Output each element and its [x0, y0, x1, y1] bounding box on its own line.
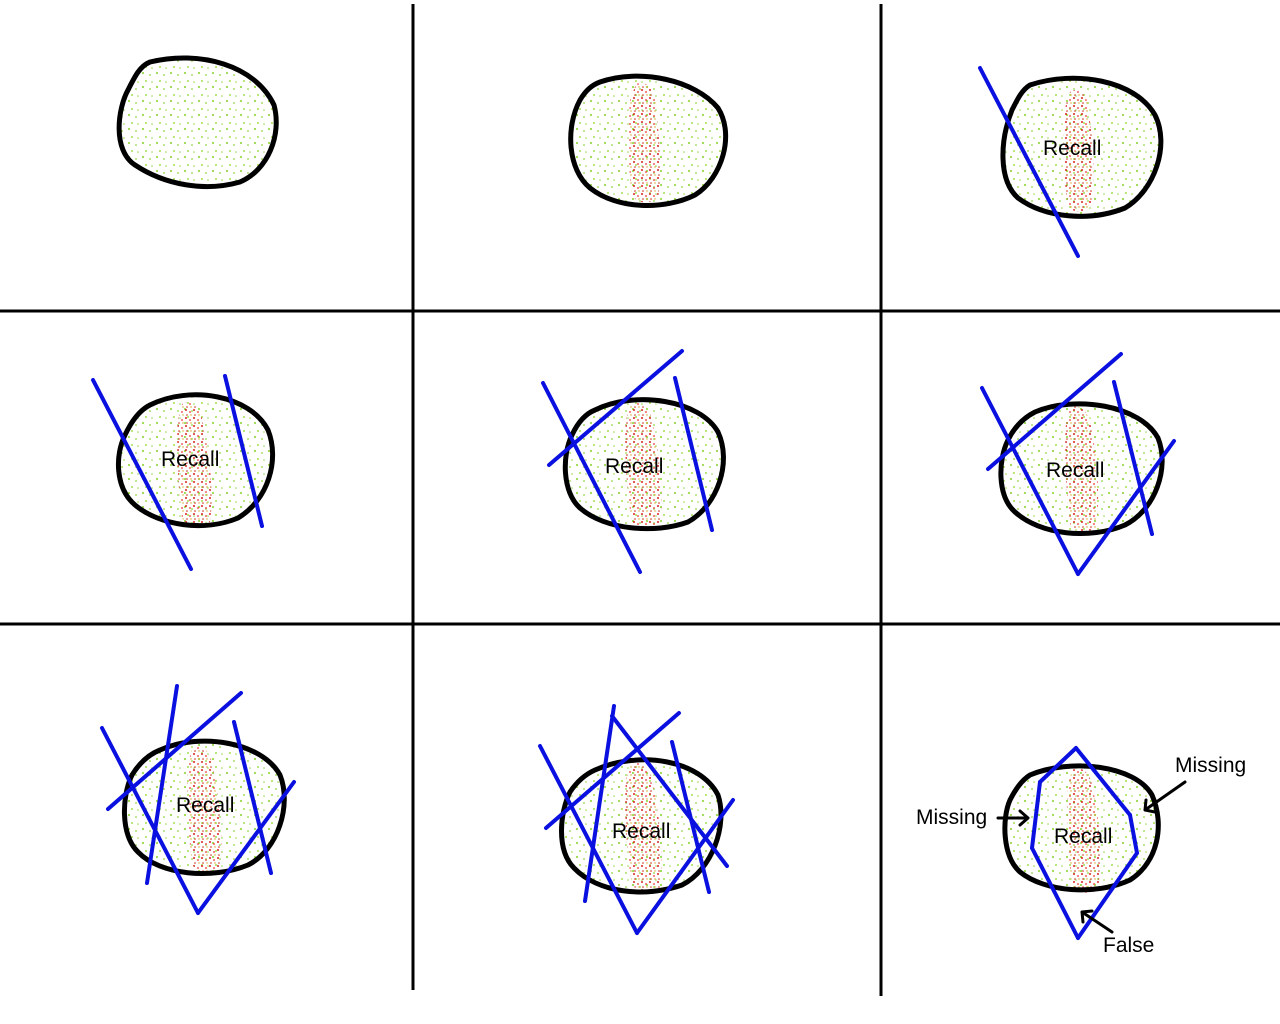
target-cells-fill	[177, 402, 212, 526]
cut-line	[1112, 380, 1154, 536]
target-cells-fill	[1067, 768, 1101, 894]
panel-1	[116, 55, 279, 189]
cell-region-outline	[116, 55, 279, 189]
panel-8: Recall	[538, 704, 735, 935]
cell-region-outline	[1000, 75, 1164, 219]
cut-line	[980, 386, 1080, 576]
cut-line	[223, 374, 264, 528]
cut-line	[100, 726, 200, 915]
cut-line	[232, 720, 273, 875]
cut-line	[986, 352, 1123, 471]
target-cells-fill	[625, 402, 662, 530]
cut-line	[635, 798, 735, 935]
cell-region-outline	[122, 738, 287, 876]
panel-9: Recall Missing Missing False	[916, 746, 1246, 957]
cut-line	[1074, 746, 1132, 817]
cut-line	[106, 691, 243, 811]
missing-right-arrow	[1143, 780, 1187, 814]
cut-line	[610, 714, 729, 868]
panel-7: Recall	[100, 684, 296, 915]
cut-line	[1128, 813, 1139, 855]
cell-region-outline	[115, 392, 276, 529]
cut-line	[544, 711, 681, 830]
target-cells-fill	[1065, 406, 1099, 532]
cut-line	[673, 376, 714, 532]
missing-right-label: Missing	[1175, 754, 1246, 777]
cut-line	[91, 378, 193, 571]
cut-line	[547, 349, 684, 467]
recall-label: Recall	[176, 794, 234, 817]
cut-line	[196, 780, 296, 915]
panel-2	[568, 73, 729, 208]
cut-line	[541, 381, 642, 574]
cut-line	[583, 704, 616, 903]
target-cells-fill	[187, 746, 222, 872]
panel-4: Recall	[91, 374, 276, 571]
cut-line	[1076, 439, 1176, 576]
false-arrow	[1080, 909, 1114, 934]
cut-line	[1076, 851, 1139, 940]
recall-label: Recall	[605, 455, 663, 478]
panel-5: Recall	[541, 349, 726, 574]
target-cells-fill	[1063, 90, 1094, 212]
recall-label: Recall	[161, 448, 219, 471]
cell-region-outline	[562, 397, 726, 532]
recall-label: Recall	[1046, 459, 1104, 482]
cell-region-outline	[568, 73, 729, 208]
cell-region-fill	[119, 57, 277, 187]
cell-region-outline	[559, 757, 724, 895]
cut-line	[1038, 746, 1078, 784]
cell-region-outline	[1002, 763, 1161, 893]
panel-grid	[0, 4, 1280, 996]
cut-line	[978, 66, 1080, 258]
panel-6: Recall	[980, 352, 1176, 576]
recall-label: Recall	[1054, 825, 1112, 848]
target-cells-fill	[625, 762, 662, 892]
missing-left-arrow	[996, 809, 1030, 827]
recall-label: Recall	[1043, 137, 1101, 160]
cut-line	[145, 684, 179, 885]
recall-label: Recall	[612, 820, 670, 843]
false-label: False	[1103, 934, 1154, 957]
panel-3: Recall	[978, 66, 1164, 258]
target-cells-fill	[628, 83, 661, 203]
cut-line	[1030, 846, 1080, 940]
missing-left-label: Missing	[916, 806, 987, 829]
cut-line	[538, 744, 639, 935]
cut-line	[1030, 780, 1042, 850]
